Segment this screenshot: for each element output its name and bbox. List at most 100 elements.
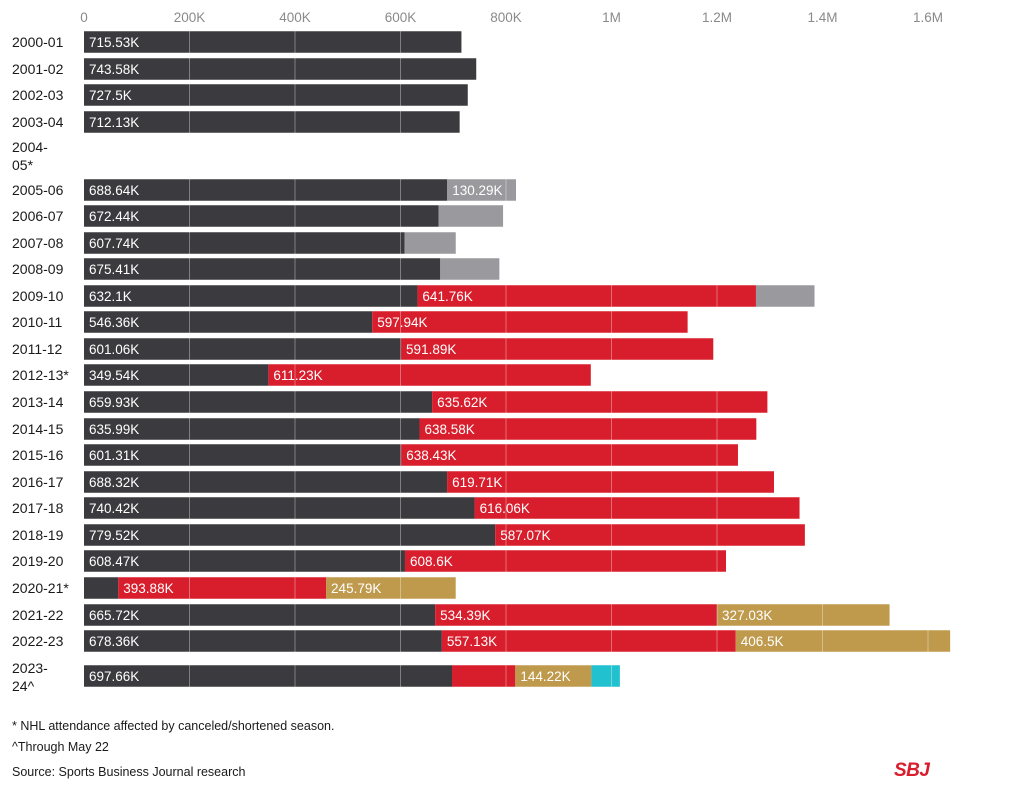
category-label: 2017-18 bbox=[12, 500, 64, 516]
bar-segment bbox=[441, 630, 736, 652]
bar-segment bbox=[84, 338, 402, 360]
data-label: 638.58K bbox=[424, 422, 474, 437]
data-label: 608.47K bbox=[89, 554, 139, 569]
bar-segment bbox=[401, 444, 738, 466]
bar-segment bbox=[452, 665, 516, 687]
category-label: 2016-17 bbox=[12, 474, 64, 490]
data-label: 712.13K bbox=[89, 115, 139, 130]
bar-segment bbox=[515, 665, 592, 687]
data-label: 601.31K bbox=[89, 448, 139, 463]
data-label: 546.36K bbox=[89, 315, 139, 330]
category-label: 2003-04 bbox=[12, 114, 64, 130]
data-label: 675.41K bbox=[89, 262, 139, 277]
source-note: Source: Sports Business Journal research bbox=[12, 765, 246, 779]
bar-segment bbox=[440, 258, 500, 280]
bar-segment bbox=[84, 577, 119, 599]
footnote-through-date: ^Through May 22 bbox=[12, 740, 109, 754]
category-label: 2000-01 bbox=[12, 34, 64, 50]
category-label: 2020-21* bbox=[12, 580, 69, 596]
bar-segment bbox=[419, 418, 757, 440]
bar-segment bbox=[84, 444, 402, 466]
category-label: 2021-22 bbox=[12, 607, 64, 623]
bar-segment bbox=[84, 550, 405, 572]
bar-segment bbox=[84, 630, 442, 652]
x-tick-label: 1.2M bbox=[702, 10, 732, 25]
category-label: 2004-05* bbox=[12, 139, 48, 173]
bar-segment bbox=[404, 550, 727, 572]
data-label: 638.43K bbox=[406, 448, 456, 463]
category-label: 2018-19 bbox=[12, 527, 64, 543]
bar-segment bbox=[84, 84, 468, 106]
data-label: 245.79K bbox=[331, 581, 381, 596]
bar-segment bbox=[447, 179, 516, 201]
bar-segment bbox=[435, 604, 718, 626]
bar-segment bbox=[84, 471, 448, 493]
data-label: 688.64K bbox=[89, 183, 139, 198]
bar-segment bbox=[84, 232, 405, 254]
category-label: 2007-08 bbox=[12, 235, 64, 251]
bar-segment bbox=[118, 577, 327, 599]
sbj-logo: SBJ bbox=[894, 760, 930, 781]
category-label: 2022-23 bbox=[12, 633, 64, 649]
data-label: 779.52K bbox=[89, 528, 139, 543]
category-label: 2008-09 bbox=[12, 261, 64, 277]
x-tick-label: 400K bbox=[279, 10, 311, 25]
category-label: 2013-14 bbox=[12, 394, 64, 410]
data-label: 632.1K bbox=[89, 289, 132, 304]
x-tick-label: 0 bbox=[80, 10, 88, 25]
bar-segment bbox=[591, 665, 620, 687]
bar-segment bbox=[495, 524, 805, 546]
data-label: 597.94K bbox=[377, 315, 427, 330]
category-label: 2011-12 bbox=[12, 341, 63, 357]
bar-segment bbox=[268, 364, 591, 386]
bar-segment bbox=[717, 604, 890, 626]
bar-segment bbox=[438, 205, 504, 227]
data-label: 672.44K bbox=[89, 209, 139, 224]
x-tick-label: 1.4M bbox=[807, 10, 837, 25]
data-label: 587.07K bbox=[500, 528, 550, 543]
data-label: 740.42K bbox=[89, 501, 139, 516]
x-tick-label: 200K bbox=[174, 10, 206, 25]
bar-segment bbox=[84, 604, 436, 626]
bar-segment bbox=[404, 232, 456, 254]
x-tick-label: 800K bbox=[490, 10, 522, 25]
bar-segment bbox=[84, 311, 373, 333]
data-label: 635.62K bbox=[437, 395, 487, 410]
bar-segment bbox=[84, 418, 420, 440]
category-label: 2015-16 bbox=[12, 447, 64, 463]
data-label: 393.88K bbox=[123, 581, 173, 596]
category-label: 2010-11 bbox=[12, 314, 63, 330]
footnote-canceled-season: * NHL attendance affected by canceled/sh… bbox=[12, 719, 335, 733]
bar-segment bbox=[401, 338, 714, 360]
bar-segment bbox=[84, 258, 441, 280]
x-tick-label: 1.6M bbox=[913, 10, 943, 25]
data-label: 665.72K bbox=[89, 608, 139, 623]
data-label: 327.03K bbox=[722, 608, 772, 623]
data-label: 144.22K bbox=[520, 669, 570, 684]
data-label: 619.71K bbox=[452, 475, 502, 490]
bar-segment bbox=[84, 205, 439, 227]
data-label: 616.06K bbox=[480, 501, 530, 516]
data-label: 659.93K bbox=[89, 395, 139, 410]
data-label: 727.5K bbox=[89, 88, 132, 103]
data-label: 534.39K bbox=[440, 608, 490, 623]
data-label: 591.89K bbox=[406, 342, 456, 357]
category-label: 2002-03 bbox=[12, 87, 64, 103]
x-tick-label: 1M bbox=[602, 10, 621, 25]
bar-segment bbox=[84, 391, 433, 413]
bar-segment bbox=[417, 285, 756, 307]
bar-segment bbox=[84, 111, 460, 133]
data-label: 678.36K bbox=[89, 634, 139, 649]
data-label: 607.74K bbox=[89, 236, 139, 251]
bar-segment bbox=[474, 497, 800, 519]
category-label: 2009-10 bbox=[12, 288, 64, 304]
category-label: 2005-06 bbox=[12, 182, 64, 198]
data-label: 406.5K bbox=[741, 634, 784, 649]
category-label: 2006-07 bbox=[12, 208, 64, 224]
x-tick-label: 600K bbox=[385, 10, 417, 25]
data-label: 601.06K bbox=[89, 342, 139, 357]
bar-segment bbox=[84, 285, 418, 307]
data-label: 743.58K bbox=[89, 62, 139, 77]
data-label: 349.54K bbox=[89, 368, 139, 383]
bar-segment bbox=[326, 577, 456, 599]
